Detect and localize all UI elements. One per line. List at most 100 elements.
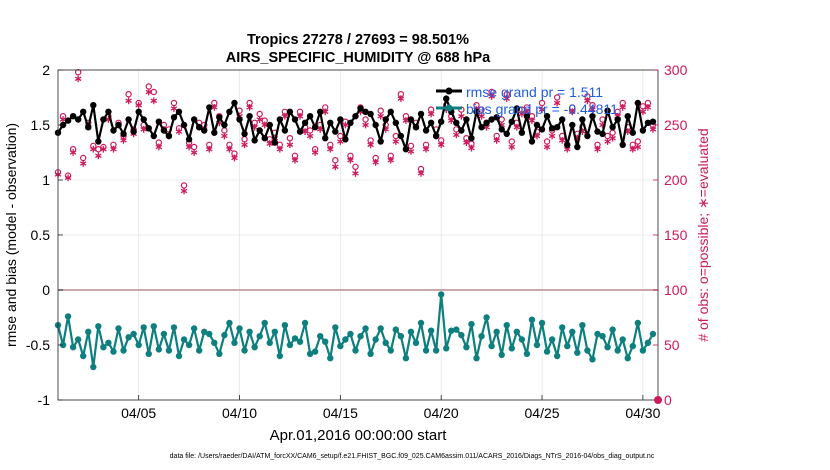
rmse-point [362, 108, 369, 116]
obs-evaluated-point [246, 104, 253, 111]
bias-point [130, 330, 137, 338]
rmse-point [316, 108, 324, 116]
bias-point [296, 338, 304, 345]
bias-point [362, 325, 369, 332]
obs-evaluated-point [256, 116, 263, 123]
asterisk-stroke [69, 150, 77, 155]
y-tick-label-left: 1 [42, 172, 50, 188]
rmse-point [221, 121, 228, 129]
asterisk-stroke [296, 113, 304, 119]
bias-point [478, 333, 485, 340]
rmse-point [226, 108, 233, 116]
bias-point [407, 328, 415, 335]
bias-point [195, 347, 203, 354]
asterisk-stroke [261, 122, 269, 128]
asterisk-stroke [326, 146, 334, 152]
rmse-point [190, 116, 198, 123]
obs-evaluated-point [589, 106, 596, 113]
bias-point [251, 344, 258, 351]
rmse-point [281, 127, 289, 134]
rmse-point [301, 119, 309, 127]
bias-point [226, 319, 233, 327]
rmse-point [559, 116, 566, 123]
asterisk-stroke [553, 100, 561, 106]
rmse-point [85, 124, 92, 131]
asterisk-stroke [468, 145, 475, 151]
bias-point [644, 339, 652, 346]
asterisk-stroke [180, 188, 188, 194]
footer-data-file: data file: /Users/raeder/DAI/ATM_forcXX/… [170, 453, 655, 460]
rmse-point [614, 116, 621, 123]
asterisk-stroke [100, 146, 107, 152]
rmse-point [195, 124, 203, 131]
y-tick-label-right: 50 [664, 337, 680, 353]
asterisk-stroke [558, 138, 566, 143]
obs-evaluated-point [397, 95, 405, 102]
asterisk-stroke [538, 107, 546, 112]
rmse-point [493, 114, 500, 121]
obs-evaluated-point [332, 163, 339, 171]
asterisk-stroke [311, 150, 319, 155]
rmse-point [180, 121, 188, 129]
obs-possible-point [478, 106, 485, 113]
rmse-point [392, 119, 400, 127]
chart-title-line1: Tropics 27278 / 27693 = 98.501% [247, 32, 469, 48]
bias-point [286, 341, 294, 349]
bias-point [483, 314, 490, 321]
obs-evaluated-point [125, 97, 132, 105]
asterisk-stroke [175, 129, 183, 134]
asterisk-stroke [619, 105, 626, 110]
rmse-point [528, 138, 536, 145]
asterisk-stroke [205, 146, 213, 152]
asterisk-stroke [639, 109, 647, 115]
obs-possible-point [95, 145, 102, 153]
rmse-point [251, 137, 258, 144]
obs-evaluated-point [100, 145, 107, 153]
obs-evaluated-point [508, 143, 516, 151]
obs-evaluated-point [79, 160, 87, 167]
rmse-point [291, 116, 299, 123]
asterisk-stroke [488, 94, 495, 99]
rmse-point [483, 119, 490, 127]
bias-point [437, 291, 445, 298]
obs-evaluated-point [528, 117, 536, 124]
bias-point [649, 330, 657, 338]
obs-evaluated-point [488, 93, 495, 100]
bias-point [488, 342, 495, 350]
rmse-point [256, 127, 263, 134]
asterisk-stroke [226, 146, 233, 152]
bias-point [372, 336, 379, 343]
rmse-point [150, 132, 157, 140]
bias-point [216, 350, 223, 357]
asterisk-stroke [417, 171, 425, 176]
bias-point [95, 323, 102, 330]
bias-point [175, 352, 183, 360]
obs-evaluated-point [649, 125, 657, 133]
asterisk-stroke [503, 96, 511, 101]
bias-point [609, 326, 616, 333]
bias-point [332, 324, 339, 331]
rmse-point [231, 99, 238, 107]
asterisk-stroke [483, 124, 490, 130]
bias-point [206, 330, 213, 338]
rmse-point [236, 116, 243, 123]
obs-evaluated-point [427, 110, 435, 118]
rmse-point [417, 110, 425, 118]
rmse-point [276, 116, 284, 123]
asterisk-stroke [453, 132, 460, 138]
x-tick-label: 04/30 [625, 405, 660, 421]
y-tick-label-left: 2 [42, 62, 50, 78]
obs-evaluated-point [604, 138, 611, 145]
bias-point [190, 325, 198, 332]
asterisk-stroke [150, 98, 158, 104]
legend-rmse-label: rmse grand pr = 1.511 [466, 84, 603, 100]
obs-possible-point [125, 90, 132, 98]
rmse-point [594, 128, 601, 135]
rmse-point [498, 126, 505, 133]
bias-point [322, 338, 329, 345]
bias-point [634, 319, 642, 327]
bias-point [629, 342, 636, 350]
bias-point [327, 355, 334, 362]
obs-evaluated-point [211, 104, 218, 111]
rmse-point [80, 108, 87, 116]
